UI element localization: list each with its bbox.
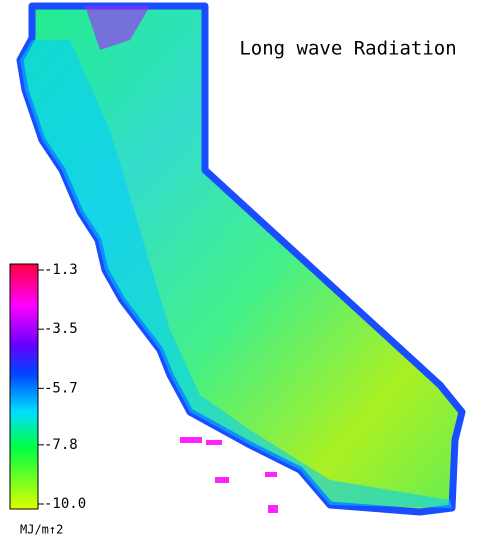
tick-label: -1.3	[44, 262, 78, 278]
color-bar	[9, 263, 39, 510]
map-title: Long wave Radiation	[239, 38, 456, 60]
california-map	[16, 2, 466, 516]
north-patch	[85, 6, 150, 50]
tick-label: -3.5	[44, 321, 78, 337]
legend-unit: MJ/m↑2	[20, 523, 63, 537]
tick-label: -7.8	[44, 437, 78, 453]
tick-label: -5.7	[44, 380, 78, 396]
legend-ticks: -1.3 -3.5 -5.7 -7.8 -10.0	[38, 262, 86, 512]
tick-label: -10.0	[44, 496, 86, 512]
islands	[180, 437, 278, 513]
coastal-band	[20, 40, 452, 508]
